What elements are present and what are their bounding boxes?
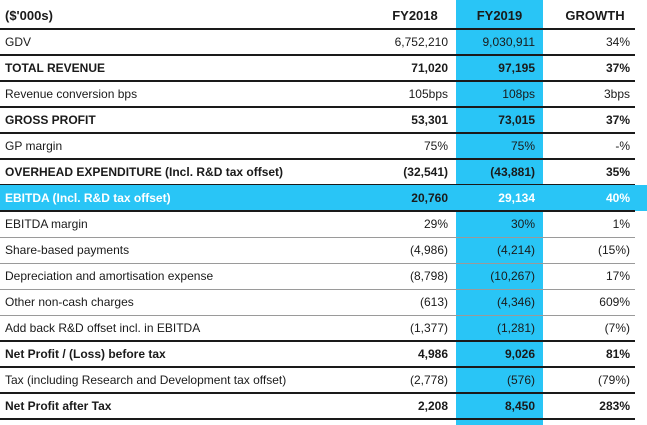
row-fy2018-value: (8,798) (409, 269, 448, 283)
row-divider (0, 132, 635, 134)
row-fy2018-value: 20,760 (411, 191, 448, 205)
row-growth-value: 35% (605, 165, 630, 179)
row-growth-value: (79%) (597, 373, 630, 387)
row-label: Revenue conversion bps (5, 87, 138, 101)
row-growth-value: 81% (605, 347, 630, 361)
row-label: TOTAL REVENUE (5, 61, 106, 75)
table-row: Depreciation and amortisation expense (8,… (0, 263, 647, 289)
row-fy2018-value: (4,986) (409, 243, 448, 257)
row-fy2019-value: 8,450 (504, 399, 535, 413)
row-growth-value: 609% (599, 295, 630, 309)
row-fy2018-value: 6,752,210 (394, 35, 448, 49)
row-fy2018-value: 75% (423, 139, 448, 153)
row-divider (0, 80, 635, 82)
row-growth-value: 17% (605, 269, 630, 283)
row-label: Depreciation and amortisation expense (5, 269, 214, 283)
row-growth-value: 37% (605, 113, 630, 127)
header-units-label: ($'000s) (5, 7, 53, 23)
row-divider (0, 315, 635, 316)
row-fy2019-value: (10,267) (490, 269, 535, 283)
row-fy2018-value: 71,020 (411, 61, 448, 75)
row-label: Tax (including Research and Development … (5, 373, 287, 387)
row-label: EBITDA margin (5, 217, 88, 231)
row-divider (0, 106, 635, 108)
row-growth-value: 37% (605, 61, 630, 75)
table-row: GROSS PROFIT 53,301 73,015 37% (0, 107, 647, 133)
row-fy2019-value: (4,346) (496, 295, 535, 309)
row-label: EBITDA (Incl. R&D tax offset) (5, 191, 171, 205)
row-divider (0, 392, 635, 394)
row-fy2019-value: (43,881) (490, 165, 535, 179)
row-growth-value: (15%) (597, 243, 630, 257)
row-label: GDV (5, 35, 32, 49)
row-label: OVERHEAD EXPENDITURE (Incl. R&D tax offs… (5, 165, 284, 179)
row-growth-value: -% (615, 139, 630, 153)
row-fy2019-value: 108ps (502, 87, 535, 101)
row-fy2018-value: 105bps (408, 87, 448, 101)
table-row: Tax (including Research and Development … (0, 367, 647, 393)
row-fy2018-value: (32,541) (403, 165, 448, 179)
row-fy2019-value: 97,195 (498, 61, 535, 75)
row-fy2018-value: 53,301 (411, 113, 448, 127)
row-fy2019-value: 9,026 (504, 347, 535, 361)
row-fy2019-value: 9,030,911 (482, 35, 536, 49)
fy2019-highlight-column (456, 0, 543, 425)
table-row: GP margin 75% 75% -% (0, 133, 647, 159)
row-growth-value: 283% (599, 399, 630, 413)
row-fy2018-value: (2,778) (409, 373, 448, 387)
row-divider (0, 340, 635, 342)
row-growth-value: 1% (612, 217, 630, 231)
row-fy2019-value: (4,214) (496, 243, 535, 257)
row-growth-value: 40% (605, 191, 630, 205)
row-label: Add back R&D offset incl. in EBITDA (5, 321, 201, 335)
row-fy2019-value: (1,281) (496, 321, 535, 335)
row-divider (0, 366, 635, 368)
row-label: Other non-cash charges (5, 295, 134, 309)
row-label: Net Profit after Tax (5, 399, 112, 413)
row-divider (0, 237, 635, 238)
table-row: Other non-cash charges (613) (4,346) 609% (0, 289, 647, 315)
header-fy2019: FY2019 (476, 7, 523, 23)
row-divider (0, 158, 635, 160)
row-divider (0, 289, 635, 290)
row-label: Net Profit / (Loss) before tax (5, 347, 166, 361)
table-row: Revenue conversion bps 105bps 108ps 3bps (0, 81, 647, 107)
table-row: Add back R&D offset incl. in EBITDA (1,37… (0, 315, 647, 341)
row-growth-value: (7%) (604, 321, 630, 335)
row-fy2018-value: 2,208 (417, 399, 448, 413)
row-growth-value: 34% (605, 35, 630, 49)
row-fy2019-value: 29,134 (498, 191, 535, 205)
header-fy2018: FY2018 (392, 7, 438, 23)
row-fy2018-value: (613) (419, 295, 448, 309)
table-row: EBITDA margin 29% 30% 1% (0, 211, 647, 237)
row-growth-value: 3bps (603, 87, 630, 101)
row-label: Share-based payments (5, 243, 130, 257)
row-fy2018-value: (1,377) (409, 321, 448, 335)
table-row: GDV 6,752,210 9,030,911 34% (0, 29, 647, 55)
row-label: GROSS PROFIT (5, 113, 96, 127)
table-row: TOTAL REVENUE 71,020 97,195 37% (0, 55, 647, 81)
row-divider (0, 418, 635, 420)
row-divider (0, 263, 635, 264)
row-divider (0, 54, 635, 56)
table-row: EBITDA (Incl. R&D tax offset) 20,760 29,13… (0, 185, 647, 211)
header-rule (0, 28, 635, 30)
table-row: Net Profit / (Loss) before tax 4,986 9,026… (0, 341, 647, 367)
table-row: Net Profit after Tax 2,208 8,450 283% (0, 393, 647, 419)
header-growth: GROWTH (565, 7, 625, 23)
row-divider (0, 210, 635, 212)
row-fy2019-value: 73,015 (498, 113, 535, 127)
row-label: GP margin (5, 139, 63, 153)
row-fy2019-value: 75% (510, 139, 535, 153)
table-row: Share-based payments (4,986) (4,214) (15%) (0, 237, 647, 263)
row-fy2019-value: 30% (510, 217, 535, 231)
table-row: OVERHEAD EXPENDITURE (Incl. R&D tax offs… (0, 159, 647, 185)
row-fy2018-value: 29% (423, 217, 448, 231)
row-fy2018-value: 4,986 (417, 347, 448, 361)
row-fy2019-value: (576) (506, 373, 535, 387)
table-header-row: ($'000s) FY2018 FY2019 GROWTH (0, 2, 647, 28)
